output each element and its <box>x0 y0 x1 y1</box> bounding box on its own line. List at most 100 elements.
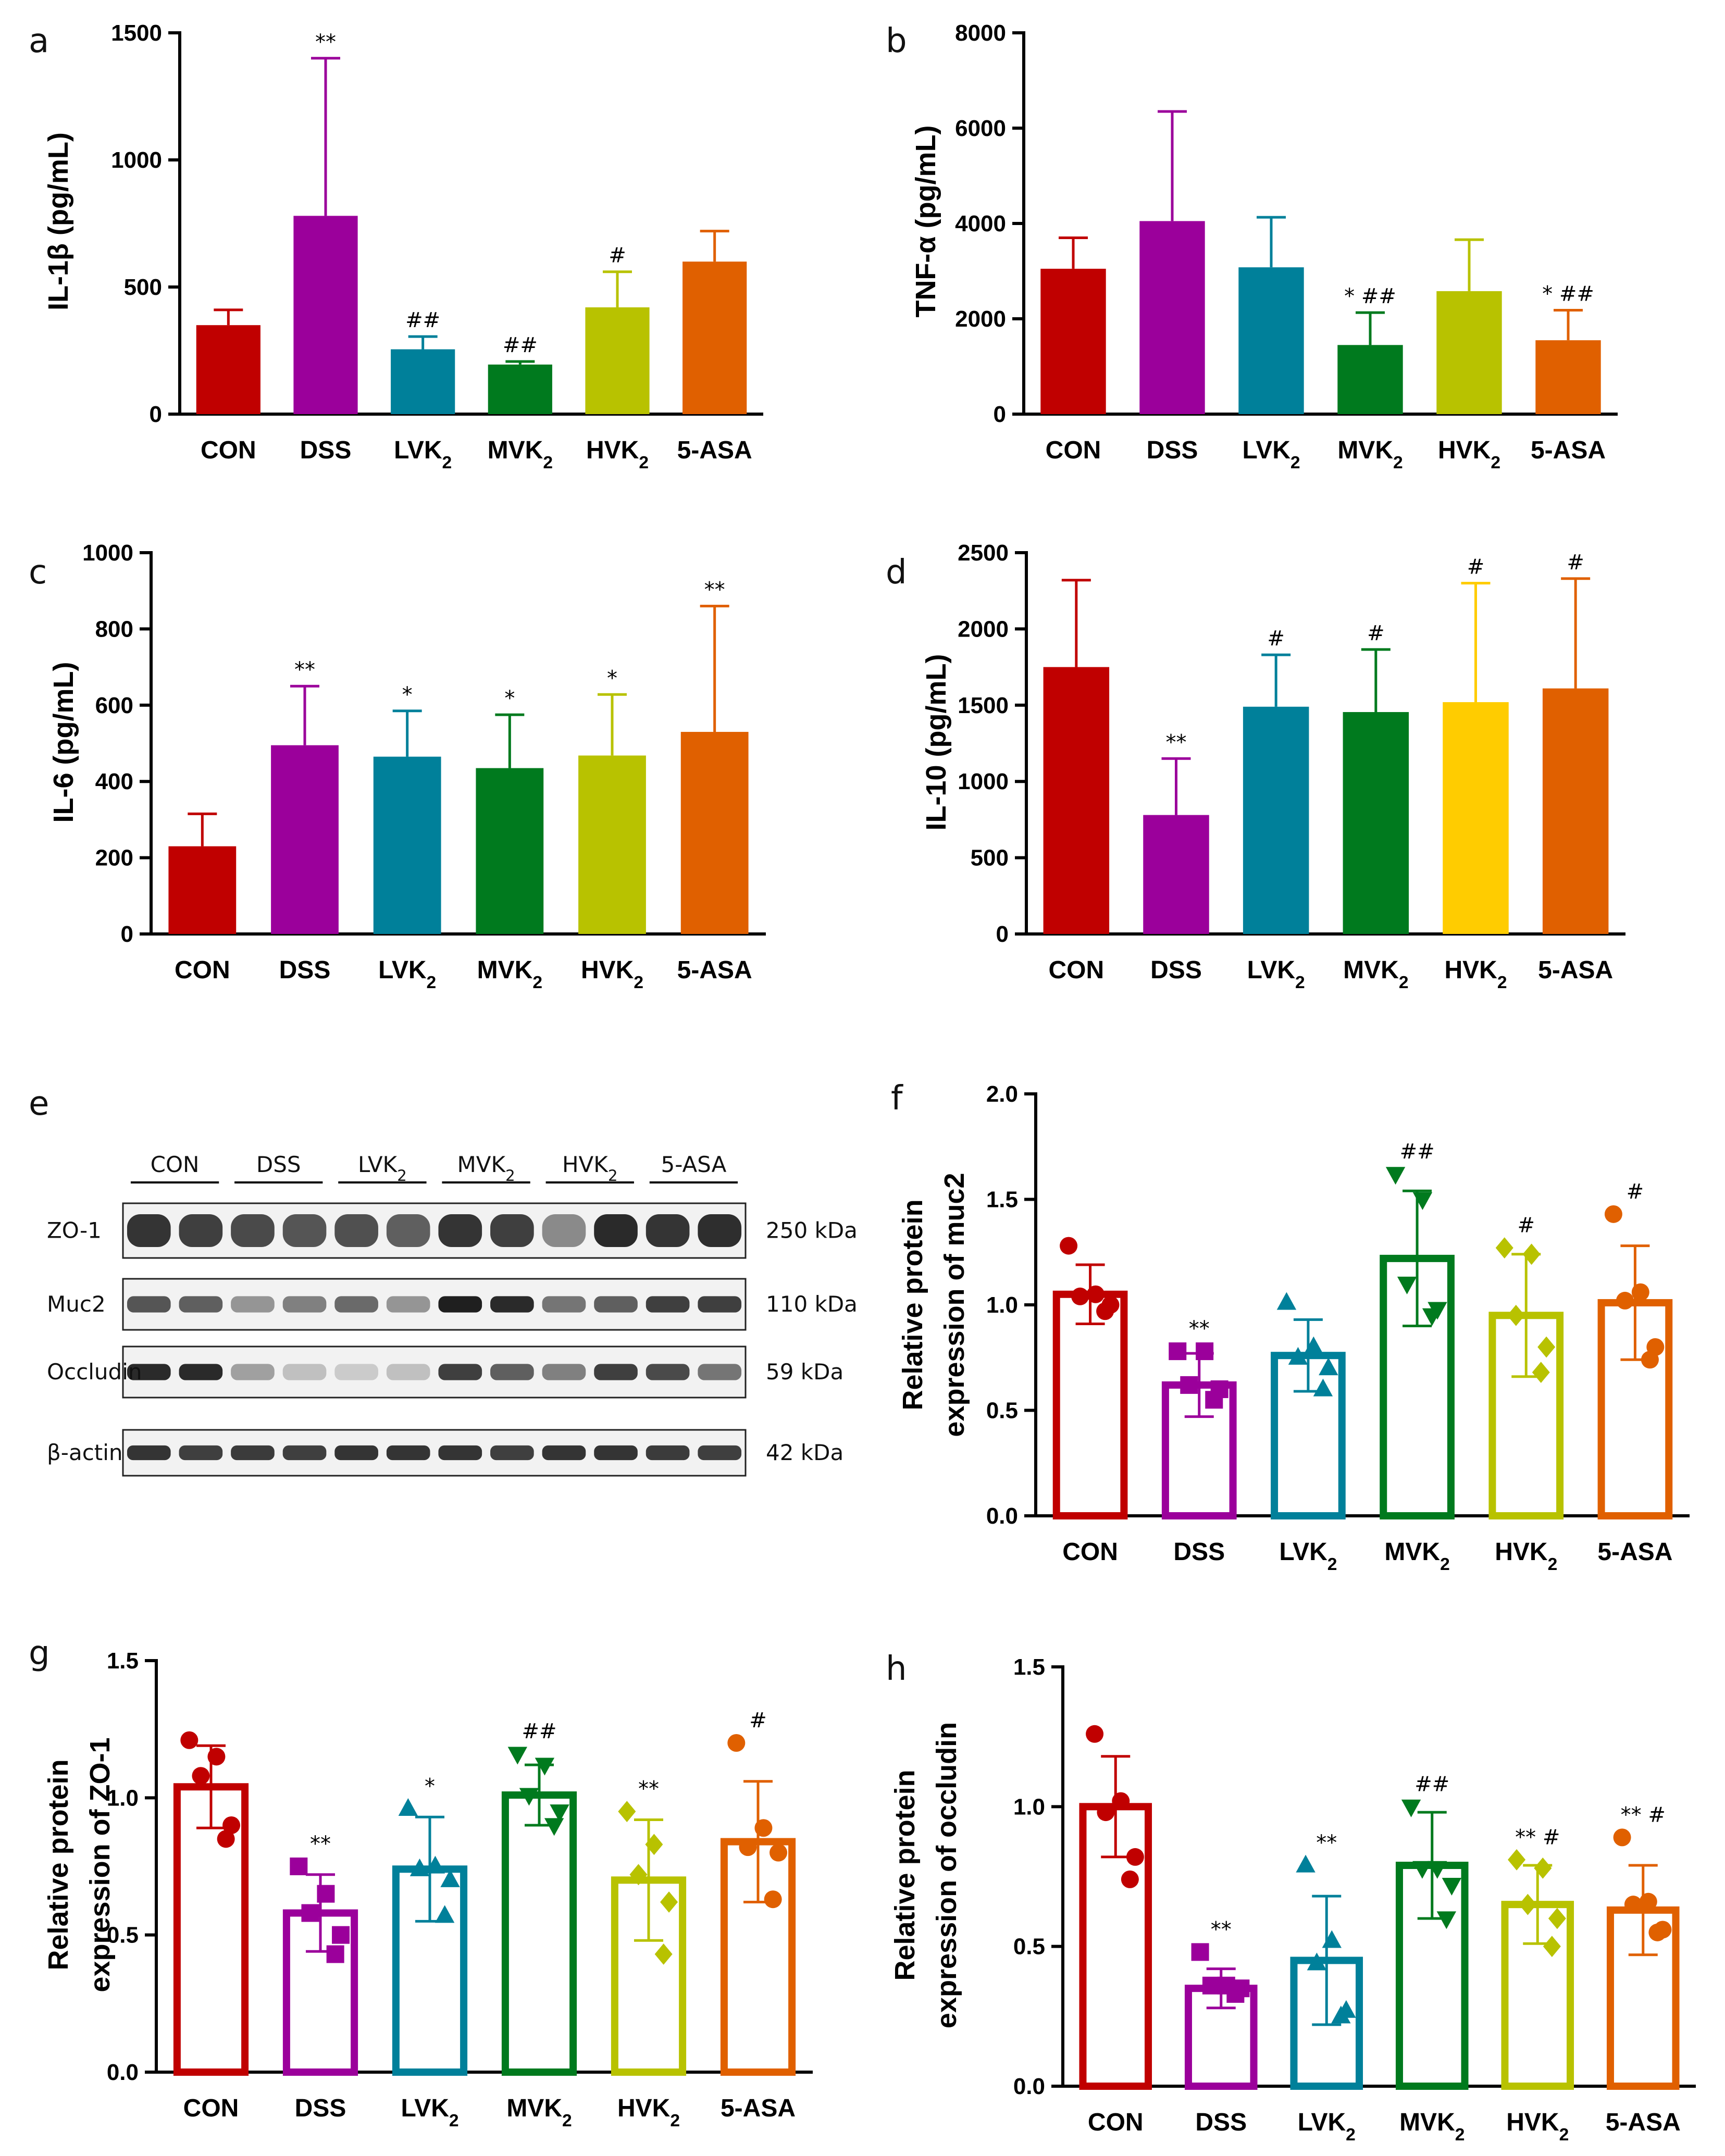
significance-label: * <box>425 1774 435 1798</box>
blot-band <box>127 1296 171 1313</box>
significance-label: # <box>1467 555 1485 579</box>
significance-label: ## <box>405 308 440 332</box>
y-axis-title-line: Relative protein <box>43 1759 74 1970</box>
data-point <box>535 1758 555 1776</box>
data-point <box>1086 1285 1105 1303</box>
y-tick-label: 800 <box>95 616 133 642</box>
x-tick-label: 5-ASA <box>1531 437 1606 464</box>
data-point <box>544 1818 564 1836</box>
blot-band <box>179 1296 223 1313</box>
x-tick-label: MVK2 <box>488 437 553 472</box>
y-axis-title: IL-1β (pg/mL) <box>43 132 74 310</box>
data-point <box>326 1945 344 1963</box>
significance-label: ** <box>704 578 725 602</box>
data-point <box>1648 1923 1667 1941</box>
data-point <box>1112 1792 1130 1810</box>
blot-row-muc2: Muc2 110 kDa <box>47 1278 858 1331</box>
blot-frame <box>122 1429 747 1477</box>
blot-band <box>231 1445 275 1461</box>
chart-panel-d: d 0 500 1000 1500 2000 2500 IL-10 (pg/mL) CON DSS… <box>886 540 1625 992</box>
panel-letter-h: h <box>886 1650 907 1688</box>
data-point <box>1086 1725 1104 1743</box>
x-tick-label: HVK2 <box>617 2095 680 2130</box>
data-point <box>1442 1878 1462 1896</box>
x-tick-label: HVK2 <box>586 437 649 472</box>
data-point <box>1296 1854 1316 1873</box>
x-tick-label: LVK2 <box>1298 2109 1356 2145</box>
data-point <box>1537 1336 1556 1358</box>
data-point <box>1196 1342 1214 1361</box>
y-tick-label: 8000 <box>955 20 1006 46</box>
y-tick-label: 0.5 <box>1013 1934 1045 1960</box>
data-point <box>660 1891 678 1913</box>
significance-label: # <box>1267 627 1285 651</box>
bar-con <box>1043 667 1110 934</box>
bar-con <box>196 325 260 414</box>
bar-lvk2 <box>1238 267 1304 414</box>
data-point <box>1180 1376 1198 1394</box>
data-point <box>618 1801 636 1823</box>
y-tick-label: 400 <box>95 769 133 794</box>
data-point <box>1495 1237 1513 1259</box>
data-point <box>519 1788 539 1806</box>
data-point <box>1532 1362 1550 1383</box>
y-tick-label: 0.0 <box>107 2060 139 2085</box>
blot-band <box>490 1364 534 1380</box>
bar-5-asa <box>680 732 749 934</box>
blot-frame <box>122 1278 747 1331</box>
data-point <box>1331 2005 1351 2024</box>
bar-mvk2 <box>1337 345 1403 414</box>
data-point <box>1126 1848 1144 1866</box>
y-tick-label: 0.5 <box>986 1398 1018 1424</box>
significance-label: ** <box>1211 1917 1232 1941</box>
x-tick-label: HVK2 <box>1444 956 1507 992</box>
bar-5-asa <box>682 261 747 414</box>
data-point <box>398 1798 418 1816</box>
x-tick-label: LVK2 <box>1242 437 1300 472</box>
y-tick-label: 1000 <box>111 147 162 173</box>
lane-group-label: LVK2 <box>358 1152 407 1185</box>
x-tick-label: CON <box>201 437 256 464</box>
data-point <box>1401 1799 1421 1817</box>
x-tick-label: LVK2 <box>401 2095 458 2130</box>
data-point <box>1060 1237 1078 1255</box>
data-point <box>301 1904 319 1922</box>
blot-band <box>698 1296 742 1313</box>
protein-label: ZO-1 <box>47 1218 102 1243</box>
data-point <box>507 1747 528 1765</box>
data-point <box>217 1830 235 1848</box>
significance-label: ** # <box>1621 1803 1666 1827</box>
blot-band <box>334 1364 378 1380</box>
data-point <box>629 1864 648 1886</box>
significance-label: ** <box>1166 730 1187 754</box>
blot-band <box>231 1364 275 1380</box>
protein-label: Muc2 <box>47 1291 106 1317</box>
data-point <box>1096 1302 1114 1320</box>
blot-band <box>542 1214 586 1247</box>
y-axis-title-line: expression of muc2 <box>939 1173 970 1437</box>
x-tick-label: MVK2 <box>1343 956 1408 992</box>
data-point <box>440 1869 460 1887</box>
significance-label: # <box>1517 1214 1535 1238</box>
bar-lvk2 <box>391 349 455 414</box>
x-tick-label: DSS <box>1195 2109 1247 2136</box>
x-tick-label: LVK2 <box>1279 1538 1337 1574</box>
bar-con <box>1040 268 1106 414</box>
significance-label: ** <box>638 1777 659 1801</box>
blot-band <box>179 1364 223 1380</box>
x-tick-label: LVK2 <box>394 437 452 472</box>
data-point <box>1071 1287 1089 1305</box>
protein-label: Occludin <box>47 1359 142 1385</box>
significance-label: ## <box>503 333 538 357</box>
chart-panel-g: g 0.0 0.5 1.0 1.5 Relative protein expression … <box>29 1634 813 2130</box>
significance-label: ** <box>315 30 336 54</box>
significance-label: ** <box>310 1832 331 1856</box>
y-tick-label: 0 <box>994 402 1006 427</box>
data-point <box>435 1905 455 1923</box>
bar-lvk2 <box>1243 706 1309 934</box>
data-point <box>1202 1976 1220 1995</box>
data-point <box>192 1767 210 1785</box>
y-tick-label: 0.5 <box>107 1923 139 1948</box>
